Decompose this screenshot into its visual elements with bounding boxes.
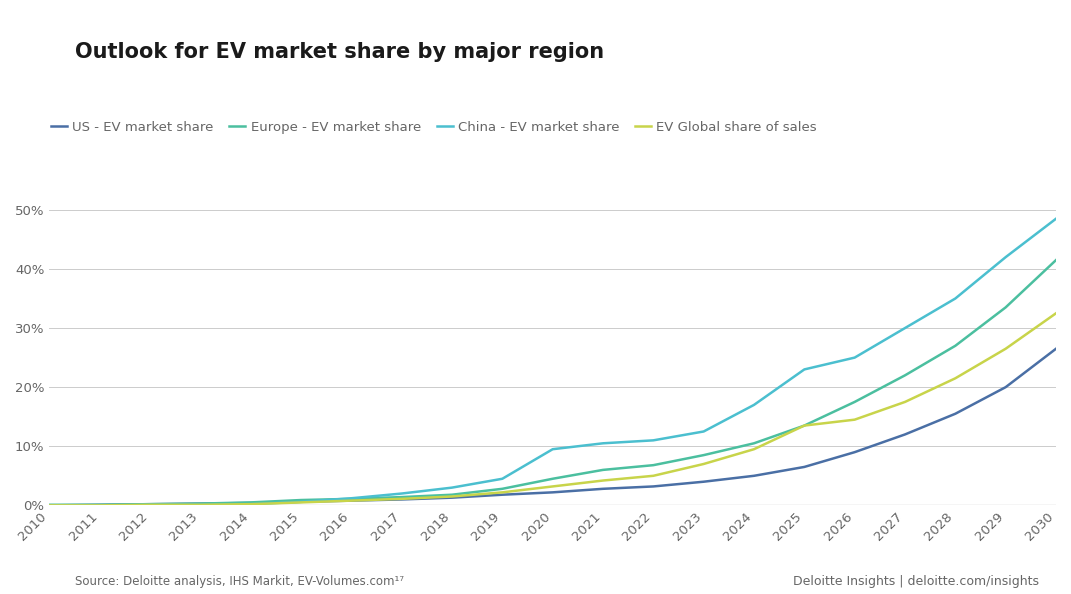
Text: Outlook for EV market share by major region: Outlook for EV market share by major reg… <box>75 42 604 62</box>
Text: Deloitte Insights | deloitte.com/insights: Deloitte Insights | deloitte.com/insight… <box>793 575 1039 588</box>
Legend: US - EV market share, Europe - EV market share, China - EV market share, EV Glob: US - EV market share, Europe - EV market… <box>46 115 823 139</box>
Text: Source: Deloitte analysis, IHS Markit, EV-Volumes.com¹⁷: Source: Deloitte analysis, IHS Markit, E… <box>75 575 404 588</box>
